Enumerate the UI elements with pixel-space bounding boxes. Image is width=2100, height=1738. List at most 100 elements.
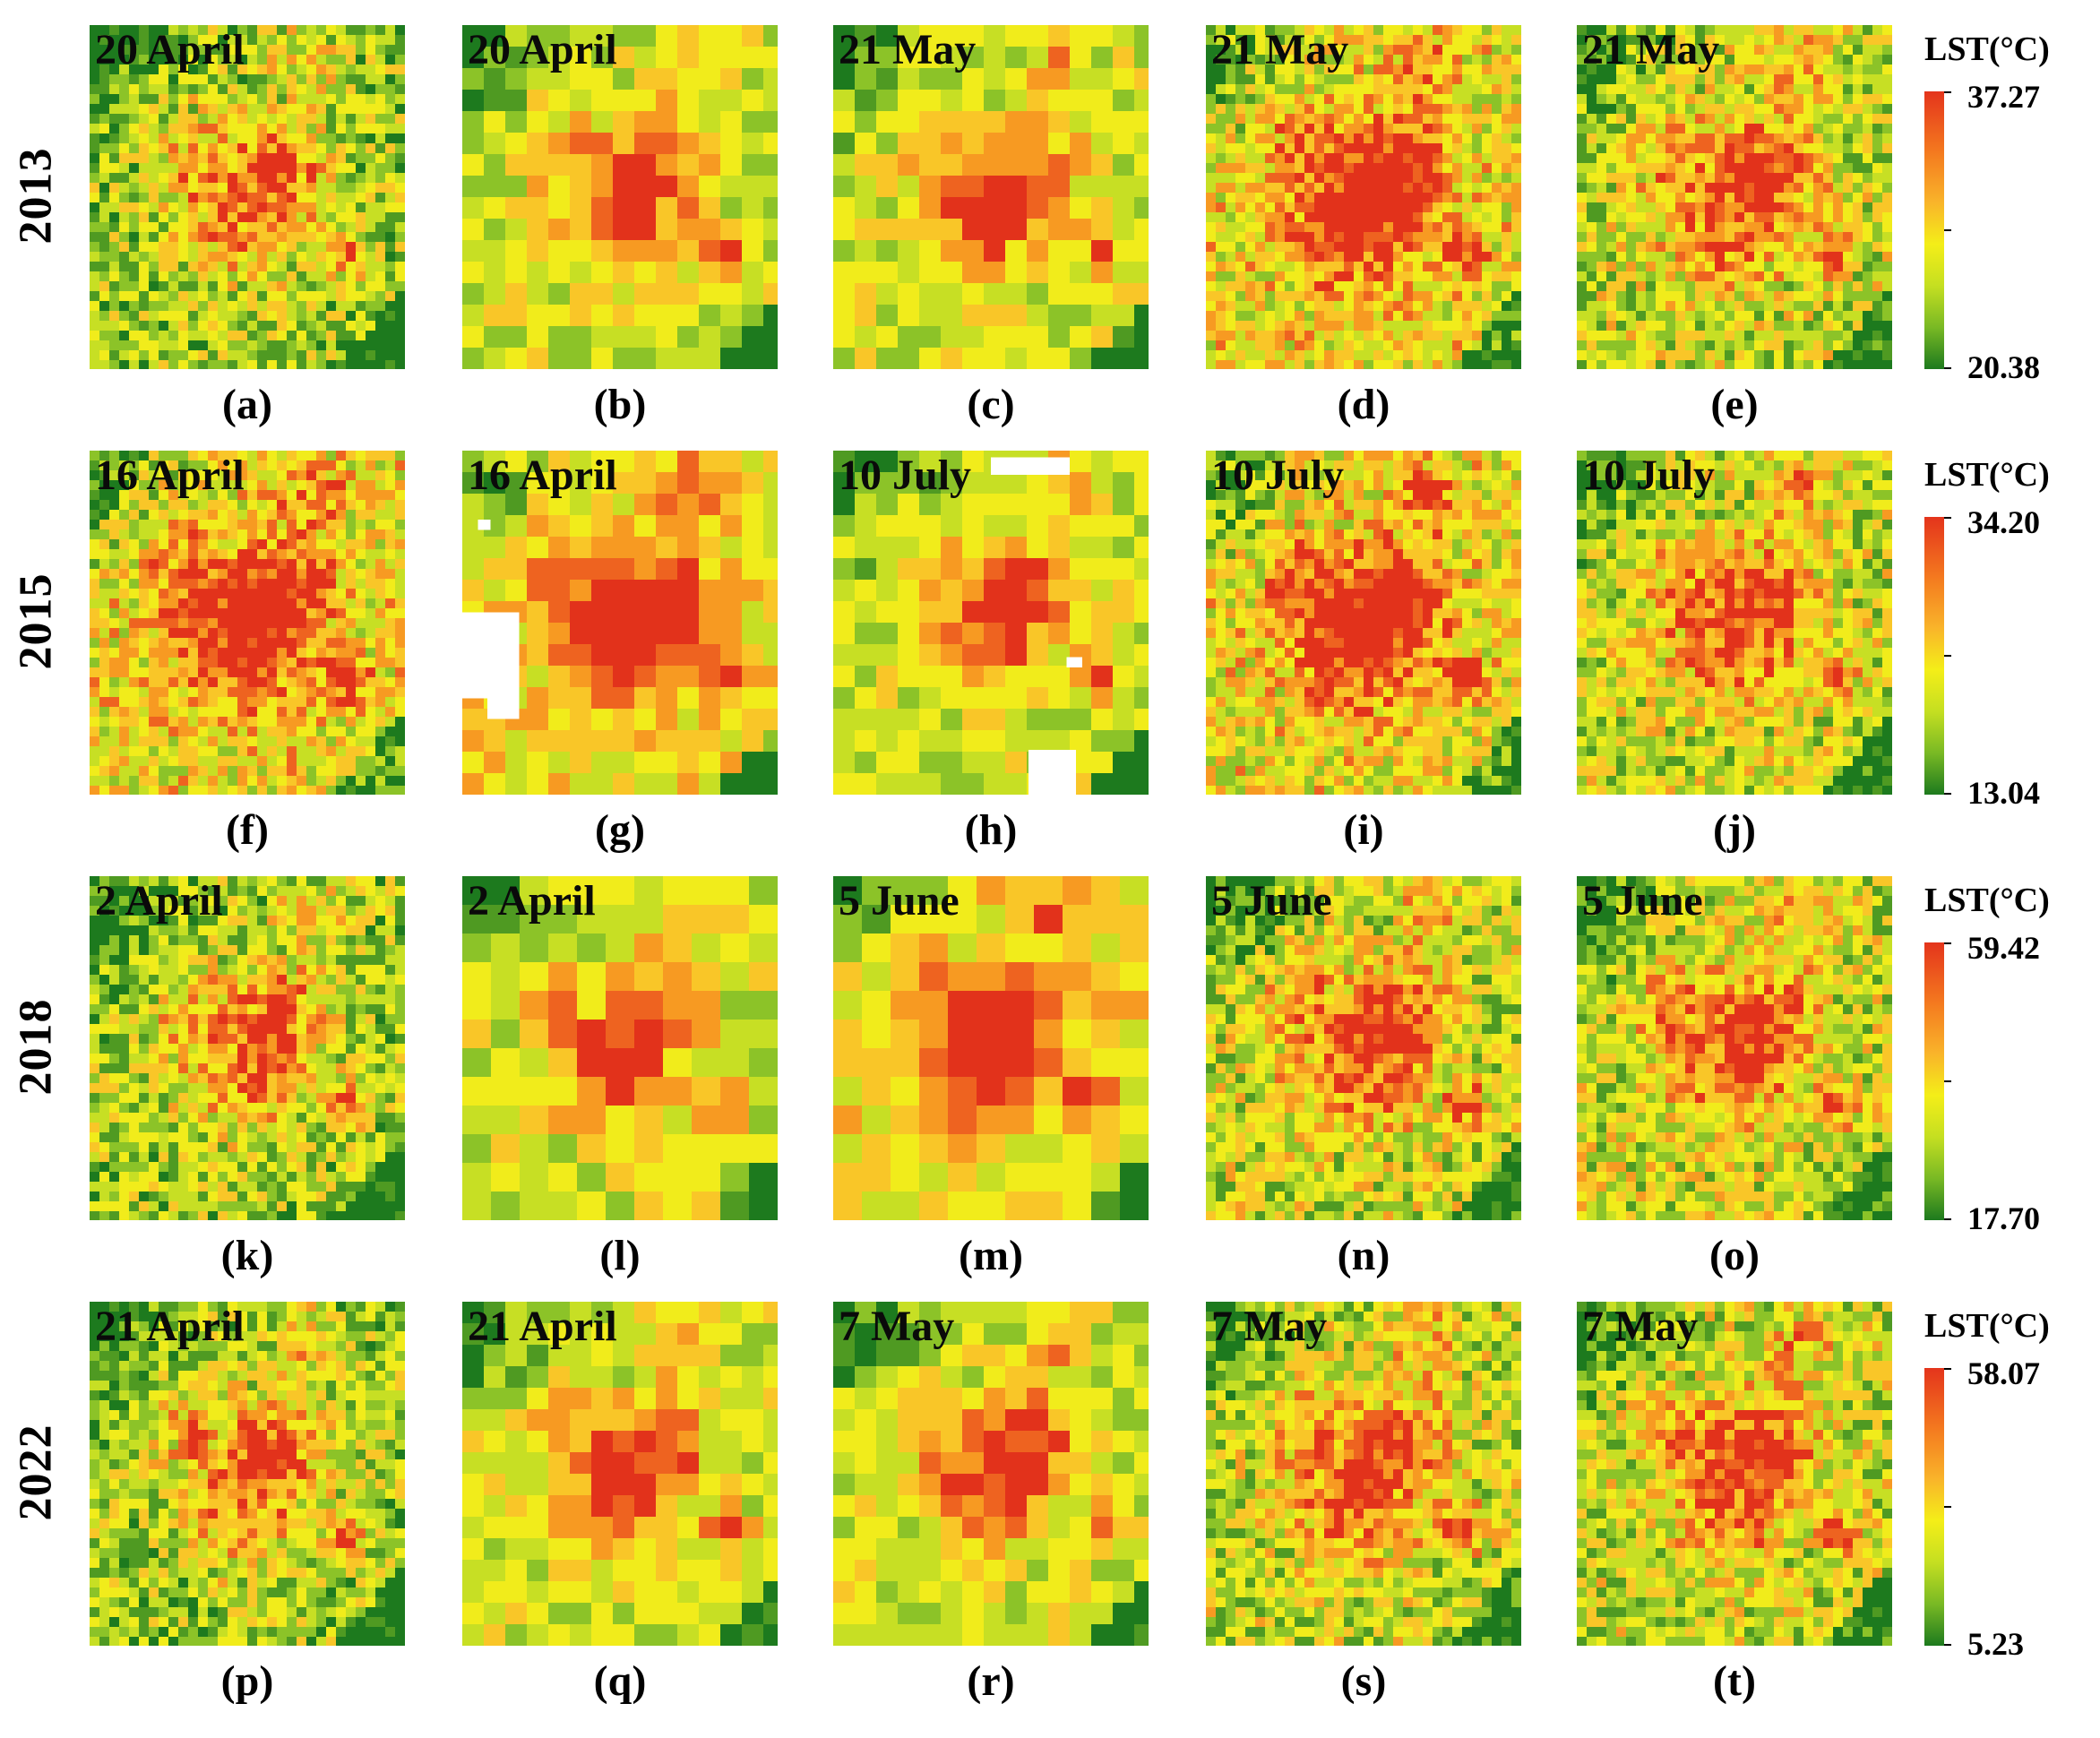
legend-colorbar — [1924, 942, 1944, 1220]
legend-min-value: 5.23 — [1967, 1626, 2024, 1662]
panel-letter: (i) — [1343, 806, 1384, 854]
panel-letter: (r) — [967, 1657, 1015, 1705]
lst-map-image — [1577, 25, 1892, 369]
lst-map-panel: 5 June — [833, 876, 1149, 1220]
legend-colorbar — [1924, 91, 1944, 369]
legend-tick — [1944, 1506, 1951, 1508]
legend-title: LST(°C) — [1924, 882, 2050, 919]
panel-letter: (q) — [593, 1657, 647, 1705]
year-text: 2018 — [10, 998, 62, 1095]
panel-letter: (k) — [220, 1232, 274, 1279]
lst-map-panel: 20 April — [90, 25, 405, 369]
panel-letter: (j) — [1713, 806, 1756, 854]
legend-tick — [1944, 1218, 1951, 1220]
panel-date: 10 July — [1211, 452, 1345, 499]
legend-tick — [1944, 367, 1951, 369]
lst-map-panel: 10 July — [833, 451, 1149, 795]
legend-max-value: 59.42 — [1967, 930, 2040, 966]
lst-map-panel: 10 July — [1577, 451, 1892, 795]
lst-map-image — [1206, 25, 1521, 369]
legend-min-value: 20.38 — [1967, 349, 2040, 385]
lst-map-image — [1206, 451, 1521, 795]
lst-map-panel: 16 April — [90, 451, 405, 795]
panel-date: 5 June — [839, 877, 960, 925]
panel-letter: (h) — [964, 806, 1018, 854]
panel-letter: (e) — [1710, 381, 1759, 428]
legend-tick — [1944, 1644, 1951, 1646]
panel-letter: (n) — [1337, 1232, 1390, 1279]
panel-letter: (s) — [1340, 1657, 1387, 1705]
legend-colorbar — [1924, 517, 1944, 795]
legend-max-value: 34.20 — [1967, 504, 2040, 540]
lst-map-image — [90, 451, 405, 795]
lst-map-panel: 10 July — [1206, 451, 1521, 795]
lst-map-image — [1206, 876, 1521, 1220]
panel-date: 21 April — [468, 1303, 617, 1350]
lst-map-panel: 20 April — [462, 25, 778, 369]
legend-tick — [1944, 229, 1951, 231]
lst-map-image — [90, 25, 405, 369]
legend-tick — [1944, 91, 1951, 93]
panel-letter: (g) — [595, 806, 645, 854]
lst-map-image — [1577, 1302, 1892, 1646]
lst-map-image — [833, 876, 1149, 1220]
lst-map-image — [462, 25, 778, 369]
legend-tick — [1944, 655, 1951, 657]
panel-letter: (p) — [220, 1657, 274, 1705]
lst-map-panel: 5 June — [1577, 876, 1892, 1220]
panel-date: 20 April — [468, 26, 617, 73]
panel-letter: (d) — [1337, 381, 1390, 428]
lst-map-panel: 21 May — [833, 25, 1149, 369]
lst-map-panel: 7 May — [1577, 1302, 1892, 1646]
panel-letter: (b) — [593, 381, 647, 428]
lst-map-panel: 21 April — [462, 1302, 778, 1646]
lst-map-image — [833, 451, 1149, 795]
panel-date: 5 June — [1211, 877, 1332, 925]
panel-letter: (f) — [226, 806, 269, 854]
legend-title: LST(°C) — [1924, 1307, 2050, 1345]
legend-tick — [1944, 1368, 1951, 1370]
panel-date: 10 July — [1582, 452, 1716, 499]
lst-map-image — [1206, 1302, 1521, 1646]
lst-map-image — [462, 1302, 778, 1646]
lst-map-image — [90, 1302, 405, 1646]
lst-map-panel: 2 April — [90, 876, 405, 1220]
panel-date: 7 May — [1582, 1303, 1699, 1350]
year-text: 2022 — [10, 1424, 62, 1520]
lst-map-image — [462, 876, 778, 1220]
panel-date: 20 April — [95, 26, 245, 73]
year-label: 2013 — [0, 25, 72, 366]
year-label: 2015 — [0, 451, 72, 791]
year-text: 2013 — [10, 147, 62, 244]
lst-map-image — [462, 451, 778, 795]
legend-max-value: 37.27 — [1967, 79, 2040, 115]
panel-date: 7 May — [1211, 1303, 1328, 1350]
panel-date: 7 May — [839, 1303, 955, 1350]
legend-tick — [1944, 942, 1951, 944]
lst-map-image — [1577, 451, 1892, 795]
legend-min-value: 17.70 — [1967, 1200, 2040, 1236]
year-label: 2018 — [0, 876, 72, 1217]
lst-map-panel: 21 May — [1577, 25, 1892, 369]
lst-map-panel: 16 April — [462, 451, 778, 795]
lst-map-panel: 7 May — [1206, 1302, 1521, 1646]
year-label: 2022 — [0, 1302, 72, 1642]
lst-map-panel: 5 June — [1206, 876, 1521, 1220]
year-text: 2015 — [10, 572, 62, 669]
panel-date: 21 April — [95, 1303, 245, 1350]
panel-letter: (a) — [222, 381, 272, 428]
legend-colorbar — [1924, 1368, 1944, 1646]
lst-map-panel: 2 April — [462, 876, 778, 1220]
panel-date: 16 April — [95, 452, 245, 499]
legend-max-value: 58.07 — [1967, 1355, 2040, 1391]
lst-map-panel: 21 April — [90, 1302, 405, 1646]
panel-letter: (o) — [1709, 1232, 1760, 1279]
lst-map-image — [1577, 876, 1892, 1220]
legend-tick — [1944, 1080, 1951, 1082]
panel-letter: (m) — [959, 1232, 1023, 1279]
panel-date: 2 April — [468, 877, 596, 925]
lst-map-image — [833, 25, 1149, 369]
lst-map-panel: 21 May — [1206, 25, 1521, 369]
legend-tick — [1944, 517, 1951, 519]
